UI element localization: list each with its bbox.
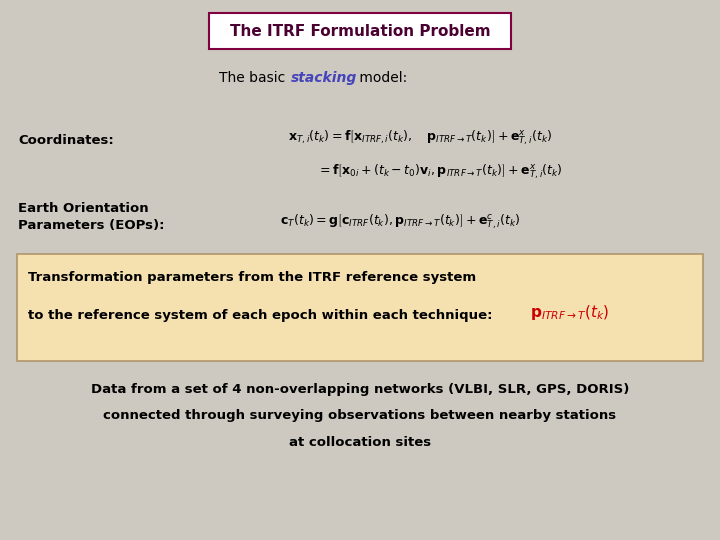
Text: stacking: stacking bbox=[291, 71, 357, 85]
Text: Earth Orientation: Earth Orientation bbox=[18, 201, 148, 214]
Text: The ITRF Formulation Problem: The ITRF Formulation Problem bbox=[230, 24, 490, 38]
Text: connected through surveying observations between nearby stations: connected through surveying observations… bbox=[104, 409, 616, 422]
Text: The basic: The basic bbox=[220, 71, 290, 85]
FancyBboxPatch shape bbox=[209, 13, 511, 49]
Text: $\mathbf{c}_T(t_k) = \mathbf{g}\left[\mathbf{c}_{ITRF}(t_k),\mathbf{p}_{ITRF\rig: $\mathbf{c}_T(t_k) = \mathbf{g}\left[\ma… bbox=[280, 213, 521, 232]
Text: at collocation sites: at collocation sites bbox=[289, 435, 431, 449]
Text: $\mathbf{x}_{T,i}(t_k) = \mathbf{f}\left[\mathbf{x}_{ITRF,i}(t_k),\quad \mathbf{: $\mathbf{x}_{T,i}(t_k) = \mathbf{f}\left… bbox=[288, 129, 552, 147]
Text: $= \mathbf{f}\left[\mathbf{x}_{0i}+(t_k-t_0)\mathbf{v}_i,\mathbf{p}_{ITRF\righta: $= \mathbf{f}\left[\mathbf{x}_{0i}+(t_k-… bbox=[317, 163, 563, 181]
FancyBboxPatch shape bbox=[17, 254, 703, 361]
Text: Coordinates:: Coordinates: bbox=[18, 133, 114, 146]
Text: Data from a set of 4 non-overlapping networks (VLBI, SLR, GPS, DORIS): Data from a set of 4 non-overlapping net… bbox=[91, 383, 629, 396]
Text: $\mathbf{p}_{ITRF\rightarrow T}(t_k)$: $\mathbf{p}_{ITRF\rightarrow T}(t_k)$ bbox=[530, 303, 610, 322]
Text: Parameters (EOPs):: Parameters (EOPs): bbox=[18, 219, 164, 233]
Text: Transformation parameters from the ITRF reference system: Transformation parameters from the ITRF … bbox=[28, 272, 476, 285]
Text: model:: model: bbox=[355, 71, 408, 85]
Text: to the reference system of each epoch within each technique:: to the reference system of each epoch wi… bbox=[28, 308, 492, 321]
